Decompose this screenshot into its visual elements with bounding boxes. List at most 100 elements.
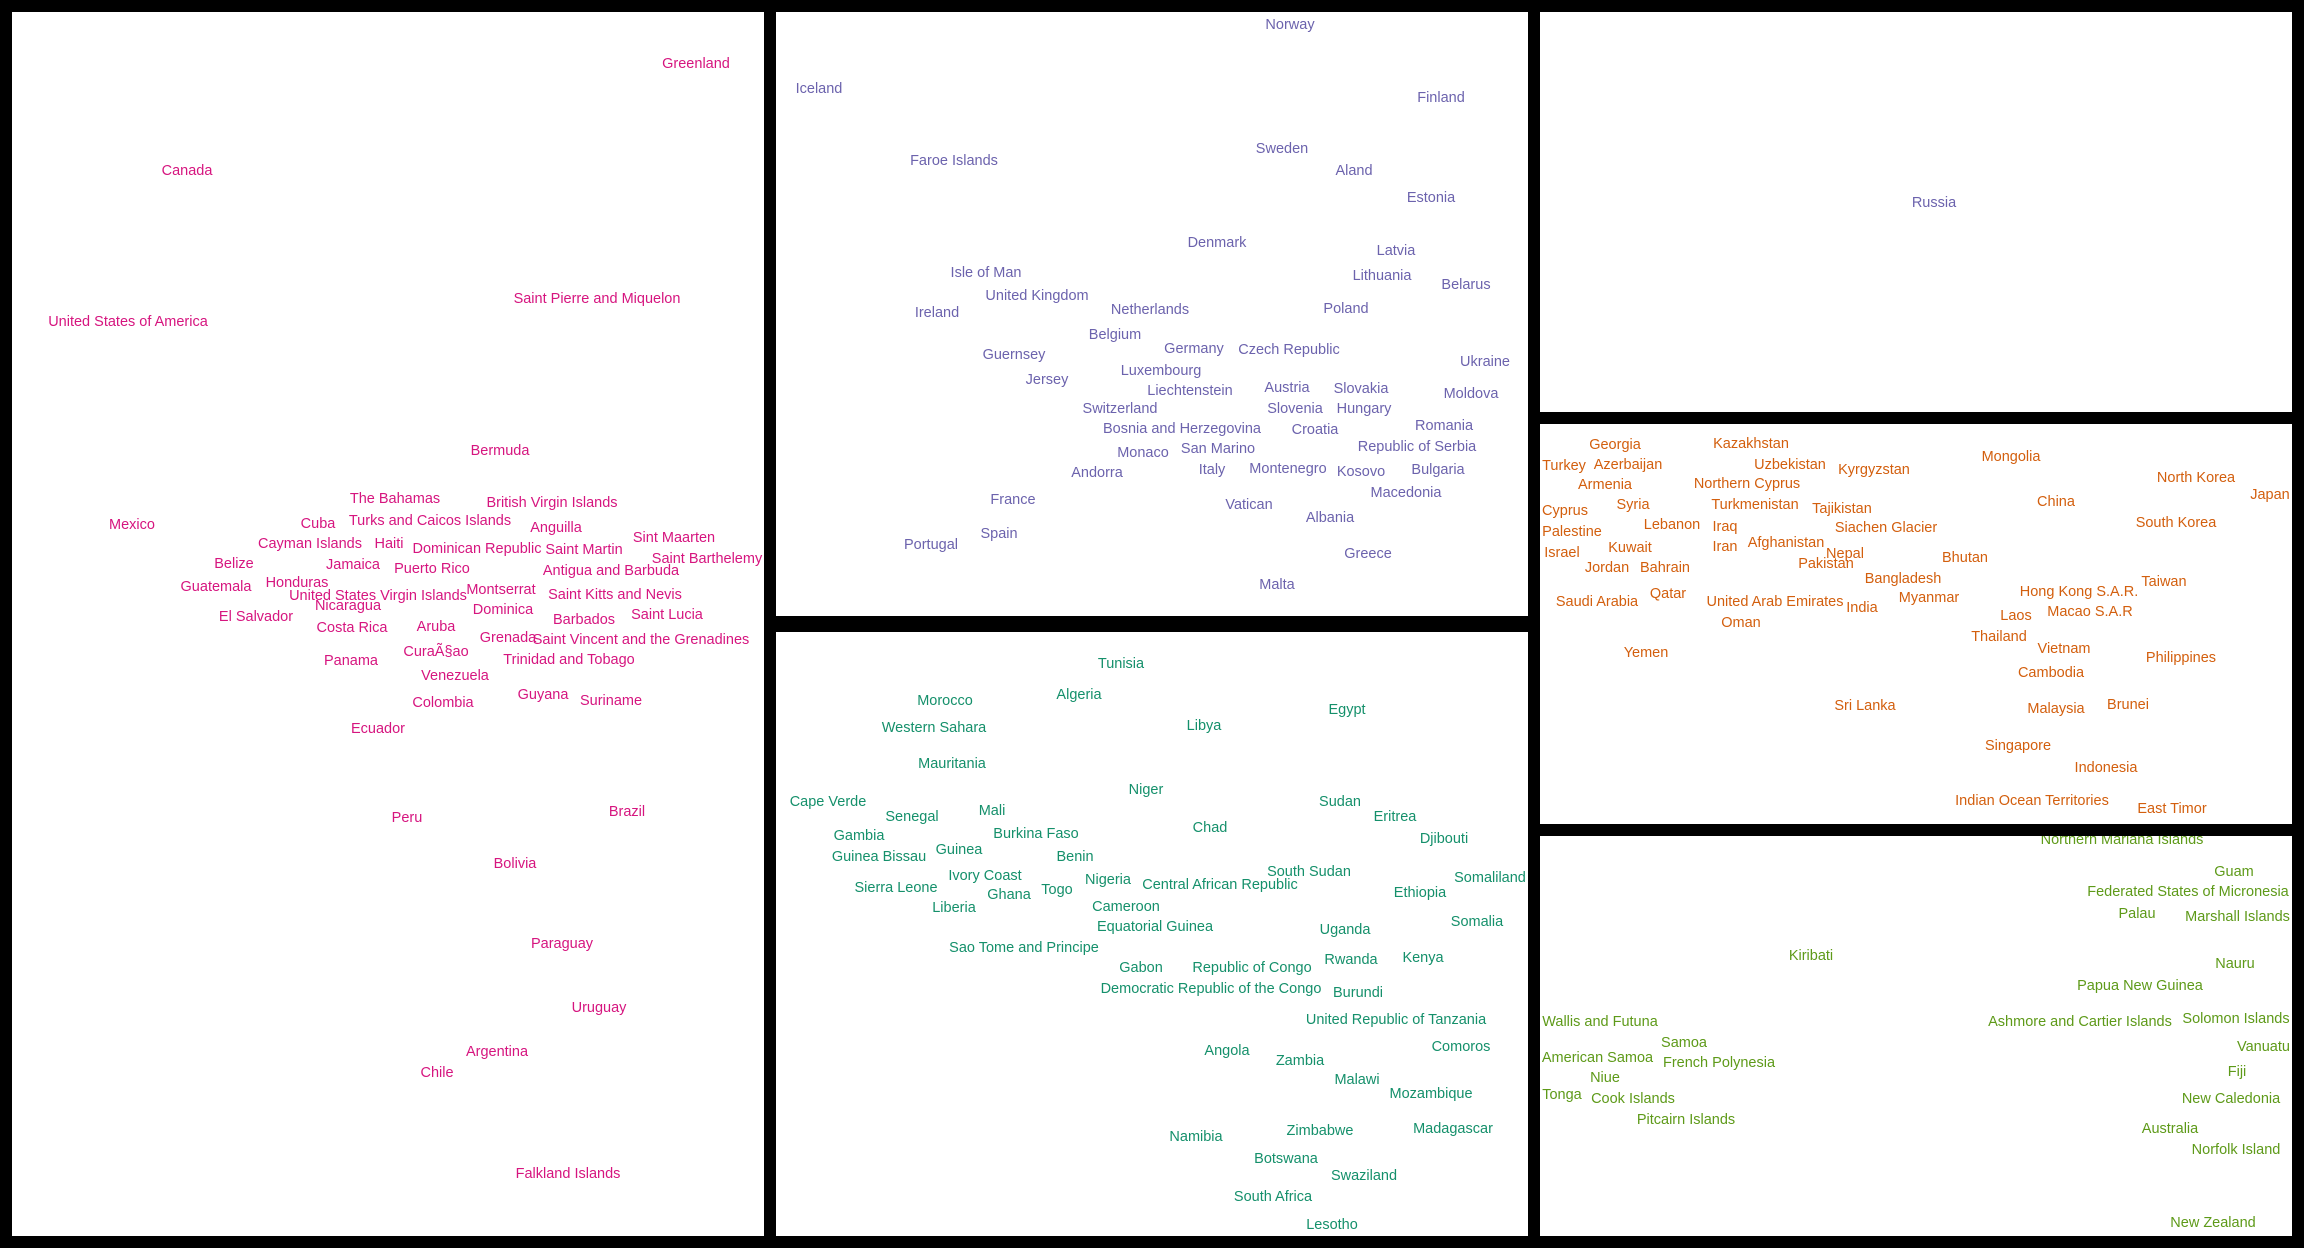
country-label-antigua-and-barbuda: Antigua and Barbuda <box>543 564 679 579</box>
country-label-togo: Togo <box>1041 883 1072 898</box>
country-label-estonia: Estonia <box>1407 191 1455 206</box>
country-label-morocco: Morocco <box>917 694 973 709</box>
country-label-dominican-republic: Dominican Republic <box>413 542 542 557</box>
country-label-brunei: Brunei <box>2107 698 2149 713</box>
country-label-greenland: Greenland <box>662 57 730 72</box>
country-label-belgium: Belgium <box>1089 328 1141 343</box>
country-label-gambia: Gambia <box>834 829 885 844</box>
country-label-romania: Romania <box>1415 419 1473 434</box>
country-label-egypt: Egypt <box>1328 703 1365 718</box>
country-label-saint-martin: Saint Martin <box>545 543 622 558</box>
country-label-northern-cyprus: Northern Cyprus <box>1694 477 1800 492</box>
country-label-india: India <box>1846 601 1877 616</box>
country-label-mexico: Mexico <box>109 518 155 533</box>
country-label-sint-maarten: Sint Maarten <box>633 531 715 546</box>
country-label-united-states-of-america: United States of America <box>48 315 208 330</box>
country-label-tunisia: Tunisia <box>1098 657 1144 672</box>
country-label-canada: Canada <box>162 164 213 179</box>
country-label-faroe-islands: Faroe Islands <box>910 154 998 169</box>
country-label-pakistan: Pakistan <box>1798 557 1854 572</box>
country-label-mongolia: Mongolia <box>1982 450 2041 465</box>
country-label-kiribati: Kiribati <box>1789 949 1833 964</box>
country-label-australia: Australia <box>2142 1122 2198 1137</box>
country-label-iceland: Iceland <box>796 82 843 97</box>
country-label-new-zealand: New Zealand <box>2170 1216 2255 1231</box>
country-label-malta: Malta <box>1259 578 1294 593</box>
country-label-comoros: Comoros <box>1432 1040 1491 1055</box>
country-label-jordan: Jordan <box>1585 561 1629 576</box>
country-label-portugal: Portugal <box>904 538 958 553</box>
country-label-mali: Mali <box>979 804 1006 819</box>
country-label-bermuda: Bermuda <box>471 444 530 459</box>
country-label-british-virgin-islands: British Virgin Islands <box>486 496 617 511</box>
country-label-syria: Syria <box>1616 498 1649 513</box>
country-label-suriname: Suriname <box>580 694 642 709</box>
panel-europe: Norway Iceland Finland Faroe Islands Sweden A… <box>776 12 1528 616</box>
country-label-south-africa: South Africa <box>1234 1190 1312 1205</box>
country-label-bangladesh: Bangladesh <box>1865 572 1942 587</box>
country-label-republic-of-congo: Republic of Congo <box>1192 961 1311 976</box>
country-label-thailand: Thailand <box>1971 630 2027 645</box>
country-label-belarus: Belarus <box>1441 278 1490 293</box>
country-label-mauritania: Mauritania <box>918 757 986 772</box>
country-label-pitcairn-islands: Pitcairn Islands <box>1637 1113 1735 1128</box>
country-label-yemen: Yemen <box>1624 646 1669 661</box>
country-label-uganda: Uganda <box>1320 923 1371 938</box>
country-label-bosnia-and-herzegovina: Bosnia and Herzegovina <box>1103 422 1261 437</box>
country-label-burundi: Burundi <box>1333 986 1383 1001</box>
country-label-argentina: Argentina <box>466 1045 528 1060</box>
country-label-cayman-islands: Cayman Islands <box>258 537 362 552</box>
country-label-indonesia: Indonesia <box>2075 761 2138 776</box>
country-label-saint-pierre-and-miquelon: Saint Pierre and Miquelon <box>514 292 681 307</box>
country-label-china: China <box>2037 495 2075 510</box>
country-label-palestine: Palestine <box>1542 525 1602 540</box>
country-label-eritrea: Eritrea <box>1374 810 1417 825</box>
country-label-sweden: Sweden <box>1256 142 1308 157</box>
country-label-oman: Oman <box>1721 616 1761 631</box>
country-label-myanmar: Myanmar <box>1899 591 1959 606</box>
country-label-jersey: Jersey <box>1026 373 1069 388</box>
country-label-peru: Peru <box>392 811 423 826</box>
country-label-liberia: Liberia <box>932 901 976 916</box>
country-label-western-sahara: Western Sahara <box>882 721 987 736</box>
country-label-venezuela: Venezuela <box>421 669 489 684</box>
country-label-marshall-islands: Marshall Islands <box>2185 910 2290 925</box>
country-label-vietnam: Vietnam <box>2038 642 2091 657</box>
country-label-bahrain: Bahrain <box>1640 561 1690 576</box>
country-label-somalia: Somalia <box>1451 915 1503 930</box>
country-label-taiwan: Taiwan <box>2141 575 2186 590</box>
country-label-saint-kitts-and-nevis: Saint Kitts and Nevis <box>548 588 682 603</box>
country-label-georgia: Georgia <box>1589 438 1641 453</box>
country-label-bulgaria: Bulgaria <box>1411 463 1464 478</box>
country-label-poland: Poland <box>1323 302 1368 317</box>
country-label-italy: Italy <box>1199 463 1226 478</box>
country-label-indian-ocean-territories: Indian Ocean Territories <box>1955 794 2109 809</box>
country-label-sao-tome-and-principe: Sao Tome and Principe <box>949 941 1099 956</box>
country-label-mozambique: Mozambique <box>1389 1087 1472 1102</box>
country-label-grenada: Grenada <box>480 631 536 646</box>
country-label-montserrat: Montserrat <box>466 583 535 598</box>
country-label-lesotho: Lesotho <box>1306 1218 1358 1233</box>
country-label-colombia: Colombia <box>412 696 473 711</box>
country-label-swaziland: Swaziland <box>1331 1169 1397 1184</box>
country-label-kazakhstan: Kazakhstan <box>1713 437 1789 452</box>
country-label-moldova: Moldova <box>1444 387 1499 402</box>
country-label-siachen-glacier: Siachen Glacier <box>1835 521 1937 536</box>
country-label-gabon: Gabon <box>1119 961 1163 976</box>
country-label-guam: Guam <box>2214 865 2254 880</box>
country-label-philippines: Philippines <box>2146 651 2216 666</box>
country-label-ireland: Ireland <box>915 306 959 321</box>
country-label-isle-of-man: Isle of Man <box>951 266 1022 281</box>
country-label-puerto-rico: Puerto Rico <box>394 562 470 577</box>
country-label-costa-rica: Costa Rica <box>317 621 388 636</box>
country-label-madagascar: Madagascar <box>1413 1122 1493 1137</box>
country-label-vatican: Vatican <box>1225 498 1272 513</box>
panel-americas: Greenland Canada United States of America S… <box>12 12 764 1236</box>
country-label-russia: Russia <box>1912 196 1956 211</box>
country-label-bolivia: Bolivia <box>494 857 537 872</box>
country-label-falkland-islands: Falkland Islands <box>516 1167 621 1182</box>
country-label-chile: Chile <box>420 1066 453 1081</box>
country-label-sri-lanka: Sri Lanka <box>1834 699 1895 714</box>
country-label-cape-verde: Cape Verde <box>790 795 867 810</box>
country-label-haiti: Haiti <box>374 537 403 552</box>
